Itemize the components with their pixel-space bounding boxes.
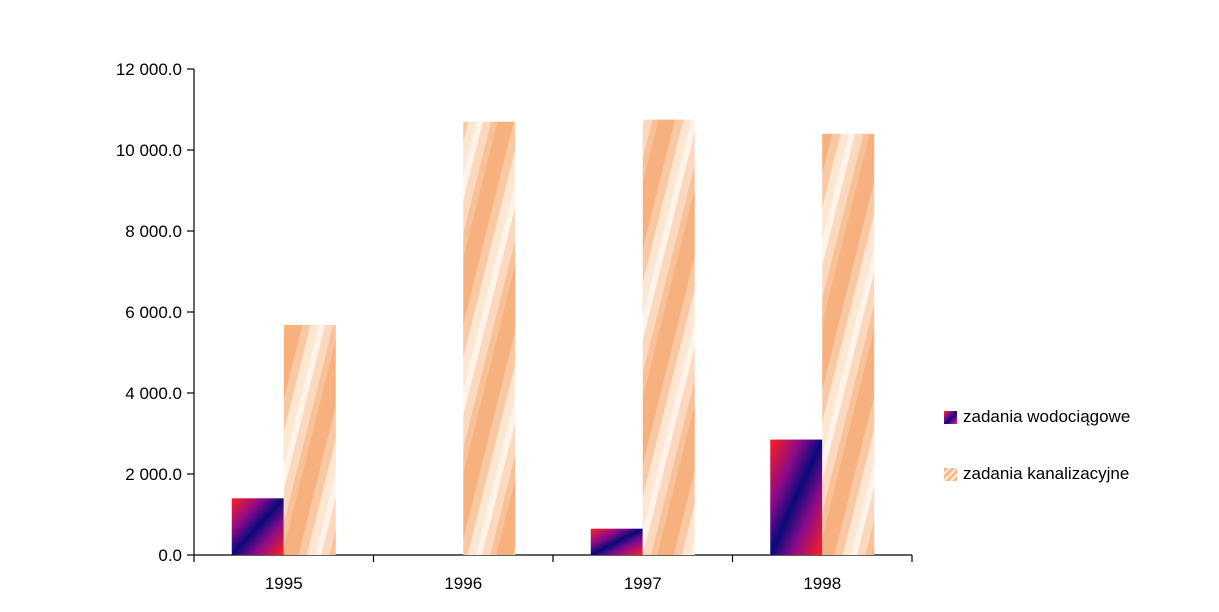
x-ticks: 1995 1996 1997 1998 bbox=[193, 555, 913, 593]
y-ticks: 0.0 2 000.0 4 000.0 6 000.0 8 000.0 10 000.0 1… bbox=[116, 60, 194, 565]
legend-item-sewer: zadania kanalizacyjne bbox=[944, 460, 1130, 488]
x-tick-label: 1995 bbox=[265, 574, 303, 593]
bar-sewer-1998 bbox=[822, 133, 875, 556]
legend-swatch-water bbox=[944, 410, 957, 424]
y-tick-label: 12 000.0 bbox=[116, 60, 182, 79]
x-tick-label: 1996 bbox=[444, 574, 482, 593]
y-tick-label: 4 000.0 bbox=[125, 384, 182, 403]
bar-sewer-1997 bbox=[642, 119, 695, 555]
bar-water-1998 bbox=[770, 439, 823, 555]
legend-label-sewer: zadania kanalizacyjne bbox=[963, 464, 1130, 483]
bar-water-1995 bbox=[231, 498, 284, 555]
bar-water-1997 bbox=[590, 528, 643, 555]
bar-sewer-1996 bbox=[463, 121, 516, 556]
legend: zadania wodociągowe zadania kanalizacyjn… bbox=[944, 403, 1130, 517]
legend-swatch-sewer bbox=[944, 467, 957, 481]
y-tick-label: 2 000.0 bbox=[125, 465, 182, 484]
x-tick-label: 1998 bbox=[803, 574, 841, 593]
x-tick-label: 1997 bbox=[624, 574, 662, 593]
legend-label-water: zadania wodociągowe bbox=[963, 407, 1131, 426]
bar-sewer-1995 bbox=[283, 324, 336, 555]
y-tick-label: 0.0 bbox=[158, 546, 182, 565]
y-tick-label: 6 000.0 bbox=[125, 303, 182, 322]
legend-item-water: zadania wodociągowe bbox=[944, 403, 1130, 431]
bars bbox=[231, 119, 875, 556]
y-tick-label: 10 000.0 bbox=[116, 141, 182, 160]
y-tick-label: 8 000.0 bbox=[125, 222, 182, 241]
